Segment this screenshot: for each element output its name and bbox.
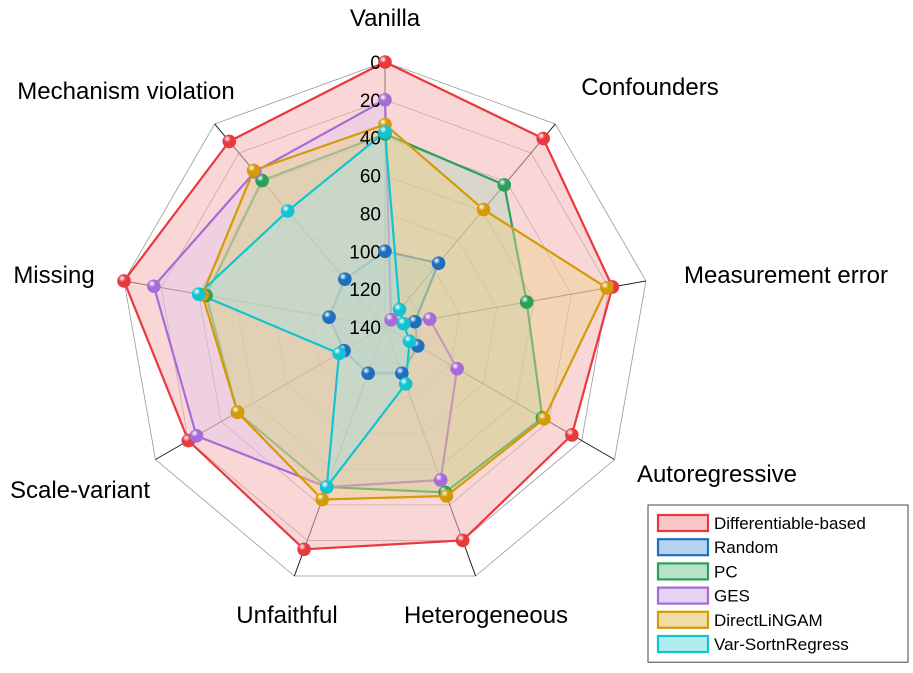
data-point	[408, 314, 422, 329]
axis-label: Unfaithful	[236, 602, 337, 629]
data-point	[332, 346, 346, 361]
data-point	[191, 287, 206, 301]
legend-label: Random	[714, 538, 778, 557]
data-point	[322, 310, 336, 324]
grid-ring	[123, 61, 647, 577]
axis-label: Autoregressive	[637, 461, 797, 488]
legend-swatch	[656, 586, 710, 605]
radial-tick-label: 120	[349, 280, 381, 301]
axis-label: Vanilla	[350, 5, 421, 32]
data-point	[402, 334, 417, 348]
legend-swatch	[656, 513, 710, 533]
legend: Differentiable-based Random PC GES DirectLiN…	[647, 504, 909, 663]
data-point	[537, 412, 551, 426]
legend-swatch	[656, 562, 710, 581]
data-point	[378, 125, 392, 139]
data-point	[230, 405, 245, 419]
data-point	[222, 134, 237, 149]
data-point	[117, 274, 131, 288]
data-point	[297, 542, 311, 557]
data-point	[398, 377, 413, 391]
axis-label: Measurement error	[684, 262, 888, 289]
legend-label: DirectLiNGAM	[714, 611, 823, 630]
data-point	[361, 366, 375, 381]
data-point	[497, 178, 512, 192]
data-point	[338, 272, 352, 286]
data-point	[519, 295, 534, 309]
data-point	[422, 312, 437, 326]
radial-tick-label: 60	[360, 167, 381, 188]
radial-tick-labels: 0 20 40 60 80 100 120 140	[349, 53, 381, 339]
data-point	[439, 489, 454, 503]
axis-label: Scale-variant	[10, 477, 150, 504]
legend-label: Var-SortnRegress	[714, 635, 849, 654]
series-markers	[117, 55, 620, 557]
data-point	[565, 428, 579, 442]
data-point	[392, 302, 407, 317]
data-point	[315, 492, 330, 507]
data-point	[384, 312, 398, 327]
data-point	[280, 204, 295, 218]
data-point	[378, 55, 392, 69]
data-point	[476, 202, 491, 217]
radial-tick-label: 20	[360, 91, 381, 112]
data-point	[378, 93, 392, 107]
axis-labels: Vanilla Confounders Measurement error Autor…	[10, 5, 888, 629]
data-point	[319, 480, 334, 494]
data-point	[396, 316, 411, 331]
radial-tick-label: 0	[370, 53, 381, 74]
data-point	[600, 281, 614, 295]
data-point	[189, 429, 204, 443]
axis-label: Missing	[13, 262, 94, 289]
legend-label: GES	[714, 587, 750, 606]
radial-tick-label: 80	[360, 204, 381, 225]
data-point	[431, 256, 446, 270]
legend-swatch	[656, 610, 710, 629]
axis-label: Confounders	[581, 74, 718, 101]
legend-swatch	[656, 634, 710, 654]
radial-tick-label: 100	[349, 242, 381, 263]
radial-tick-label: 40	[360, 129, 381, 150]
data-point	[455, 533, 470, 548]
axis-label: Heterogeneous	[404, 602, 568, 629]
series-area-differentiable-based	[122, 60, 614, 551]
legend-label: PC	[714, 562, 738, 581]
data-point	[536, 131, 550, 146]
series-area-var-sortnregress	[197, 130, 411, 489]
series-area-pc	[204, 132, 544, 494]
data-point	[450, 361, 464, 376]
radial-tick-label: 140	[349, 318, 381, 339]
legend-label: Differentiable-based	[714, 514, 866, 533]
data-point	[246, 163, 261, 178]
data-point	[378, 244, 392, 259]
data-point	[433, 473, 448, 487]
data-point	[147, 279, 161, 294]
axis-label: Mechanism violation	[17, 78, 234, 105]
legend-swatch	[656, 538, 710, 557]
